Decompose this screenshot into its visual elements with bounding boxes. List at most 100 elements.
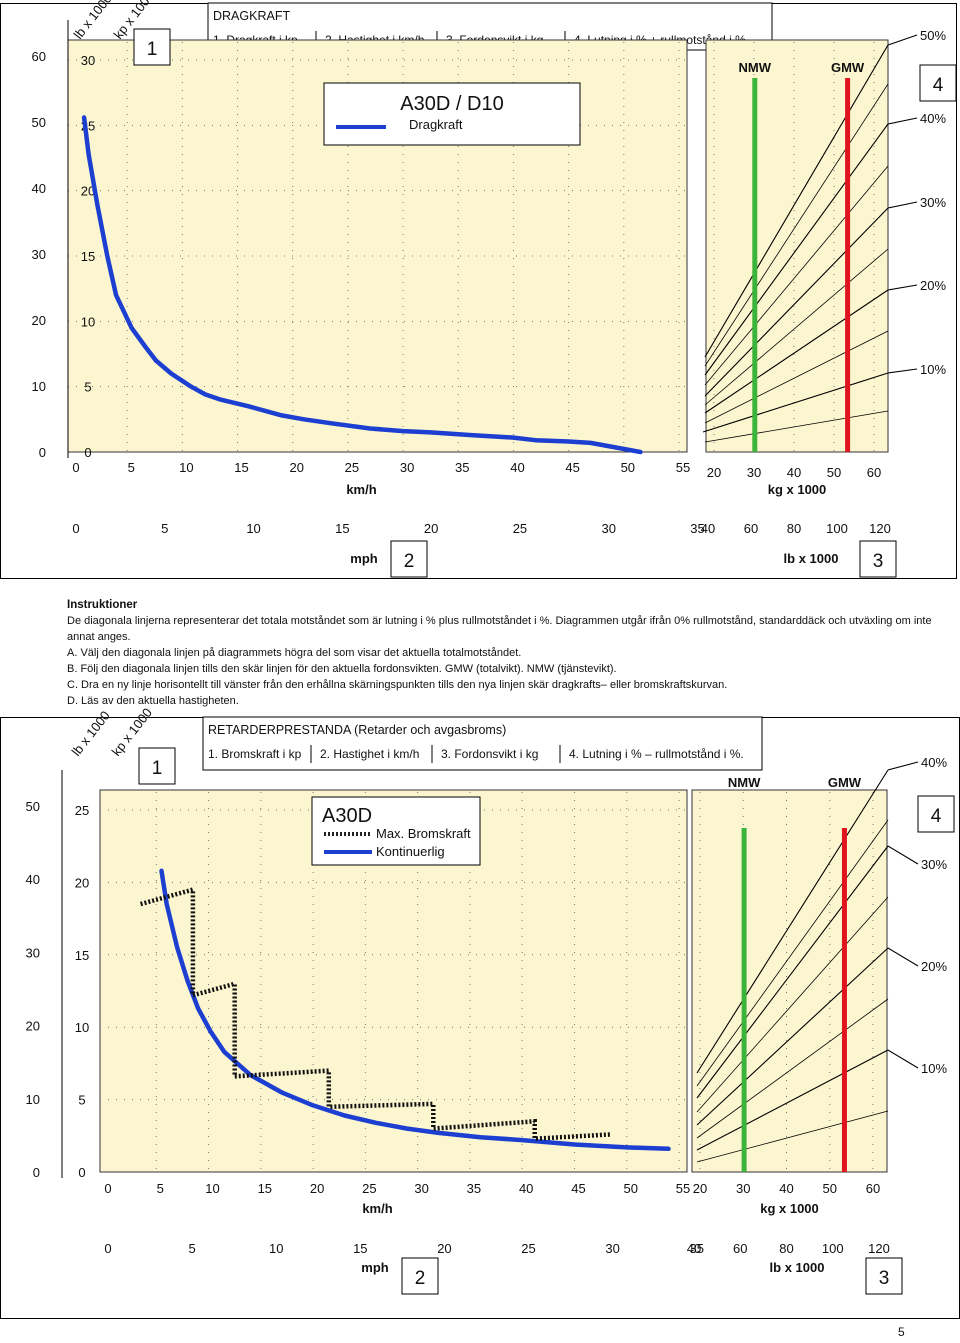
grade-label: 30% xyxy=(920,195,946,210)
grade-line-extension xyxy=(887,117,918,125)
mph-tick-label: 30 xyxy=(605,1241,619,1256)
lb-weight-tick-label: 120 xyxy=(869,521,891,536)
lb-weight-axis-title: lb x 1000 xyxy=(784,551,839,566)
kmh-tick-label: 20 xyxy=(310,1181,324,1196)
kg-tick-label: 20 xyxy=(693,1181,707,1196)
grade-label: 10% xyxy=(921,1061,947,1076)
mph-tick-label: 20 xyxy=(424,521,438,536)
instructions-title: Instruktioner xyxy=(67,599,138,611)
lb-tick-label: 0 xyxy=(33,1165,40,1180)
mph-tick-label: 35 xyxy=(690,1241,704,1256)
page-number: 5 xyxy=(898,1325,905,1339)
grade-label: 30% xyxy=(921,857,947,872)
kp-tick-label: 15 xyxy=(75,948,89,963)
legend-title: A30D / D10 xyxy=(400,93,503,115)
grade-label: 40% xyxy=(921,755,947,770)
legend-title: A30D xyxy=(322,805,372,827)
lb-weight-tick-label: 100 xyxy=(822,1241,844,1256)
badge-4-box xyxy=(919,64,957,102)
legend-entry: Kontinuerlig xyxy=(376,844,445,859)
grade-line-extension xyxy=(887,947,919,967)
lb-tick-label: 30 xyxy=(26,945,40,960)
chart-panel-2: RETARDERPRESTANDA (Retarder och avgasbro… xyxy=(0,705,960,1319)
badge-2: 2 xyxy=(404,551,415,572)
badge-2-box xyxy=(390,540,428,578)
lb-tick-label: 20 xyxy=(26,1019,40,1034)
kmh-tick-label: 10 xyxy=(205,1181,219,1196)
kmh-tick-label: 55 xyxy=(676,460,690,475)
chart-title: RETARDERPRESTANDA (Retarder och avgasbro… xyxy=(208,723,506,737)
kg-tick-label: 20 xyxy=(707,465,721,480)
kg-tick-label: 50 xyxy=(827,465,841,480)
header-item: 3. Fordonsvikt i kg xyxy=(441,747,538,761)
header-item: 1. Bromskraft i kp xyxy=(208,747,302,761)
nmw-label: NMW xyxy=(728,775,761,790)
lb-tick-label: 0 xyxy=(39,445,46,460)
mph-tick-label: 0 xyxy=(104,1241,111,1256)
kmh-tick-label: 20 xyxy=(289,460,303,475)
gmw-label: GMW xyxy=(831,60,865,75)
badge-3-box xyxy=(859,540,897,578)
series-kontinuerlig xyxy=(159,868,671,1152)
grade-line xyxy=(704,207,889,397)
kp-tick-label: 25 xyxy=(75,803,89,818)
mph-tick-label: 10 xyxy=(246,521,260,536)
kg-tick-label: 60 xyxy=(866,1181,880,1196)
mph-tick-label: 30 xyxy=(601,521,615,536)
kmh-tick-label: 15 xyxy=(258,1181,272,1196)
mph-tick-label: 35 xyxy=(690,521,704,536)
kmh-tick-label: 0 xyxy=(104,1181,111,1196)
grade-line-extension xyxy=(887,284,918,291)
kg-tick-label: 40 xyxy=(787,465,801,480)
lb-axis-title: lb x 1000 xyxy=(69,708,113,759)
kmh-tick-label: 45 xyxy=(571,1181,585,1196)
badge-1: 1 xyxy=(147,39,158,60)
grade-label: 20% xyxy=(920,278,946,293)
kmh-tick-label: 25 xyxy=(362,1181,376,1196)
kp-tick-label: 5 xyxy=(78,1093,85,1108)
series-max-bromskraft xyxy=(139,886,612,1142)
gmw-label: GMW xyxy=(828,775,862,790)
grade-line xyxy=(702,372,889,433)
badge-4: 4 xyxy=(933,75,944,96)
kmh-tick-label: 55 xyxy=(676,1181,690,1196)
kmh-tick-label: 45 xyxy=(565,460,579,475)
lb-axis-title: lb x 1000 xyxy=(71,0,115,42)
grade-line-minor xyxy=(696,896,889,1113)
kmh-tick-label: 40 xyxy=(519,1181,533,1196)
kg-tick-label: 30 xyxy=(736,1181,750,1196)
badge-1: 1 xyxy=(152,758,163,779)
kmh-tick-label: 50 xyxy=(621,460,635,475)
grade-line-extension xyxy=(887,761,919,771)
kg-axis-title: kg x 1000 xyxy=(760,1201,819,1216)
lb-weight-tick-label: 100 xyxy=(826,521,848,536)
instruction-line: B. Följ den diagonala linjen tills den s… xyxy=(67,663,617,675)
mph-tick-label: 20 xyxy=(437,1241,451,1256)
mph-tick-label: 5 xyxy=(161,521,168,536)
grade-label: 20% xyxy=(921,959,947,974)
chart-panel-1: DRAGKRAFT1. Dragkraft i kp2. Hastighet i… xyxy=(0,0,957,579)
lb-weight-tick-label: 40 xyxy=(701,521,715,536)
grade-line-minor xyxy=(696,1110,889,1163)
kp-tick-label: 0 xyxy=(78,1165,85,1180)
grade-line-minor xyxy=(704,248,889,406)
badge-3-box xyxy=(865,1257,903,1295)
chart-title: DRAGKRAFT xyxy=(213,9,290,23)
instruction-line: A. Välj den diagonala linjen på diagramm… xyxy=(67,647,522,659)
lb-tick-label: 20 xyxy=(32,313,46,328)
kmh-tick-label: 30 xyxy=(400,460,414,475)
grade-line-extension xyxy=(887,1049,919,1069)
grade-line xyxy=(696,1049,889,1151)
mph-tick-label: 10 xyxy=(269,1241,283,1256)
badge-2: 2 xyxy=(415,1268,426,1289)
grade-line-minor xyxy=(704,165,889,386)
mph-tick-label: 0 xyxy=(72,521,79,536)
kmh-tick-label: 10 xyxy=(179,460,193,475)
kmh-tick-label: 5 xyxy=(157,1181,164,1196)
kmh-tick-label: 25 xyxy=(345,460,359,475)
grade-line xyxy=(696,845,889,1099)
kmh-tick-label: 15 xyxy=(234,460,248,475)
grade-label: 40% xyxy=(920,111,946,126)
header-item: 4. Lutning i % – rullmotstånd i %. xyxy=(569,747,744,761)
lb-tick-label: 10 xyxy=(32,379,46,394)
